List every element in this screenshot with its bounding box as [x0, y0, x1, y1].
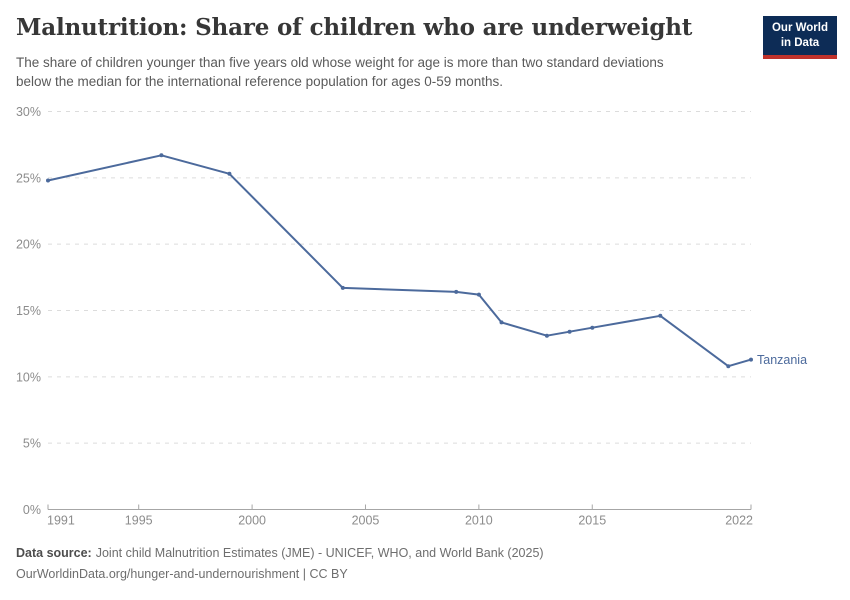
data-point-2013 [544, 333, 549, 338]
y-axis-labels: 0% 5% 10% 15% 20% 25% 30% [16, 105, 41, 517]
owid-logo-line1: Our World [771, 22, 828, 34]
data-point-1996 [159, 153, 164, 158]
chart-footer: Data source: Joint child Malnutrition Est… [16, 543, 544, 585]
x-tick-label: 2000 [238, 514, 266, 528]
footer-url-line: OurWorldinData.org/hunger-and-undernouri… [16, 567, 348, 581]
data-point-2015 [590, 325, 595, 330]
y-tick-label: 25% [16, 171, 41, 185]
tanzania-line [47, 154, 752, 368]
data-point-2004 [340, 285, 345, 290]
page-title: Malnutrition: Share of children who are … [16, 14, 693, 41]
owid-logo: Our World in Data [763, 16, 837, 60]
data-point-2021 [726, 364, 731, 369]
data-source-label: Data source: [16, 546, 92, 560]
series-label-tanzania: Tanzania [757, 353, 807, 367]
chart-subtitle-line2: below the median for the international r… [16, 74, 504, 89]
gridlines [48, 110, 751, 444]
data-point-2018 [658, 313, 663, 318]
x-tick-label: 1991 [47, 514, 75, 528]
line-chart: 0% 5% 10% 15% 20% 25% 30% 1991 1995 2000 2005 2010… [16, 105, 807, 528]
x-tick-label: 2015 [578, 514, 606, 528]
x-tick-label: 1995 [125, 514, 153, 528]
data-source-text: Joint child Malnutrition Estimates (JME)… [95, 546, 544, 560]
chart-subtitle: The share of children younger than five … [16, 53, 664, 91]
y-tick-label: 15% [16, 304, 41, 318]
data-point-1999 [227, 171, 232, 176]
x-tick-label: 2005 [352, 514, 380, 528]
y-tick-label: 5% [23, 437, 41, 451]
chart-subtitle-line1: The share of children younger than five … [16, 55, 664, 70]
x-tick-label: 2022 [725, 514, 753, 528]
x-axis [47, 504, 752, 510]
y-tick-label: 20% [16, 238, 41, 252]
data-point-2014 [567, 329, 572, 334]
data-point-2011 [499, 320, 504, 325]
data-point-1991 [46, 178, 50, 183]
data-series: Tanzania [46, 153, 807, 369]
x-axis-labels: 1991 1995 2000 2005 2010 2015 2022 [47, 514, 753, 528]
data-point-2022 [749, 357, 753, 362]
data-point-2010 [476, 292, 481, 297]
data-point-2009 [454, 289, 459, 294]
owid-logo-line2: in Data [780, 37, 820, 50]
x-tick-label: 2010 [465, 514, 493, 528]
y-tick-label: 10% [16, 370, 41, 384]
y-tick-label: 30% [16, 105, 41, 119]
y-tick-label: 0% [23, 503, 41, 517]
